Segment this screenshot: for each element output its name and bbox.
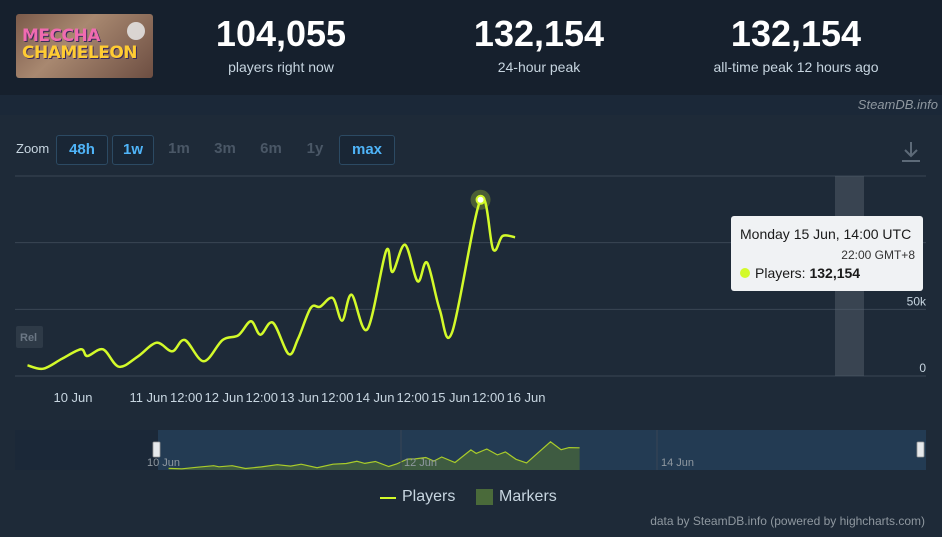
x-tick-label: 12:00 xyxy=(245,390,278,405)
x-tick-label: 10 Jun xyxy=(53,390,92,405)
tooltip-value: 132,154 xyxy=(809,265,861,281)
x-tick-label: 12:00 xyxy=(396,390,429,405)
navigator-handle[interactable] xyxy=(916,441,925,458)
navigator-label: 12 Jun xyxy=(404,457,437,469)
stat-current-players: 104,055 players right now xyxy=(161,13,401,76)
release-marker[interactable]: Rel xyxy=(16,326,43,348)
logo-decoration xyxy=(127,22,145,40)
chart-tooltip: Monday 15 Jun, 14:00 UTC 22:00 GMT+8 Pla… xyxy=(731,216,923,291)
x-tick-label: 12:00 xyxy=(472,390,505,405)
navigator[interactable]: 10 Jun 12 Jun 14 Jun xyxy=(15,430,926,470)
x-tick-label: 13 Jun xyxy=(280,390,319,405)
navigator-handle[interactable] xyxy=(152,441,161,458)
y-tick-label: 0 xyxy=(919,361,926,375)
zoom-48h-button[interactable]: 48h xyxy=(56,135,108,165)
zoom-label: Zoom xyxy=(16,141,50,156)
tooltip-series-dot xyxy=(740,268,750,278)
navigator-label: 14 Jun xyxy=(661,457,694,469)
x-tick-label: 12:00 xyxy=(170,390,203,405)
stat-value: 132,154 xyxy=(730,13,862,54)
y-tick-label: 50k xyxy=(907,294,927,308)
legend-markers-swatch xyxy=(476,489,493,505)
zoom-6m-button[interactable]: 6m xyxy=(260,140,282,157)
stats-header: MECCHA CHAMELEON 104,055 players right n… xyxy=(0,0,942,95)
x-axis-labels: 10 Jun 11 Jun 12:00 12 Jun 12:00 13 Jun 12:00 1… xyxy=(53,390,545,405)
navigator-label: 10 Jun xyxy=(147,457,180,469)
players-series-line[interactable] xyxy=(27,196,516,371)
y-axis-labels: 0 50k xyxy=(907,294,927,375)
stat-value: 132,154 xyxy=(473,13,605,54)
hover-marker xyxy=(475,194,486,205)
tooltip-date: Monday 15 Jun, 14:00 UTC xyxy=(740,226,912,242)
x-tick-label: 15 Jun xyxy=(431,390,470,405)
zoom-3m-button[interactable]: 3m xyxy=(214,140,236,157)
zoom-1m-button[interactable]: 1m xyxy=(168,140,190,157)
stat-label: all-time peak 12 hours ago xyxy=(713,59,879,75)
x-tick-label: 11 Jun xyxy=(129,390,167,405)
stat-label: players right now xyxy=(228,59,334,75)
download-icon[interactable] xyxy=(900,140,922,164)
rel-marker-box xyxy=(16,326,43,348)
tooltip-value-row: Players: 132,154 xyxy=(755,265,860,281)
game-logo[interactable]: MECCHA CHAMELEON xyxy=(16,14,153,78)
zoom-1y-button[interactable]: 1y xyxy=(306,140,324,157)
x-tick-label: 12:00 xyxy=(321,390,354,405)
navigator-line xyxy=(168,441,580,470)
x-tick-label: 12 Jun xyxy=(204,390,243,405)
tooltip-local-time: 22:00 GMT+8 xyxy=(841,248,915,262)
zoom-1w-button[interactable]: 1w xyxy=(112,135,154,165)
zoom-max-button[interactable]: max xyxy=(339,135,395,165)
stat-all-time-peak: 132,154 all-time peak 12 hours ago xyxy=(676,13,916,76)
stat-24h-peak: 132,154 24-hour peak xyxy=(419,13,659,76)
logo-text: MECCHA CHAMELEON xyxy=(22,26,138,63)
stat-value: 104,055 xyxy=(215,13,347,54)
rel-marker-label: Rel xyxy=(20,332,37,344)
legend-players[interactable]: Players xyxy=(402,488,456,505)
logo-line-1: MECCHA xyxy=(22,26,100,46)
legend-markers[interactable]: Markers xyxy=(499,488,557,505)
logo-line-2: CHAMELEON xyxy=(22,43,138,63)
legend-marks xyxy=(380,489,493,505)
x-tick-label: 16 Jun xyxy=(506,390,545,405)
tooltip-series-label: Players: xyxy=(755,265,806,281)
hover-point xyxy=(470,189,491,210)
highcharts-credit[interactable]: data by SteamDB.info (powered by highcha… xyxy=(650,514,925,528)
navigator-area xyxy=(168,441,580,470)
steamdb-credit[interactable]: SteamDB.info xyxy=(857,97,938,112)
x-tick-label: 14 Jun xyxy=(355,390,394,405)
stat-label: 24-hour peak xyxy=(497,59,581,75)
